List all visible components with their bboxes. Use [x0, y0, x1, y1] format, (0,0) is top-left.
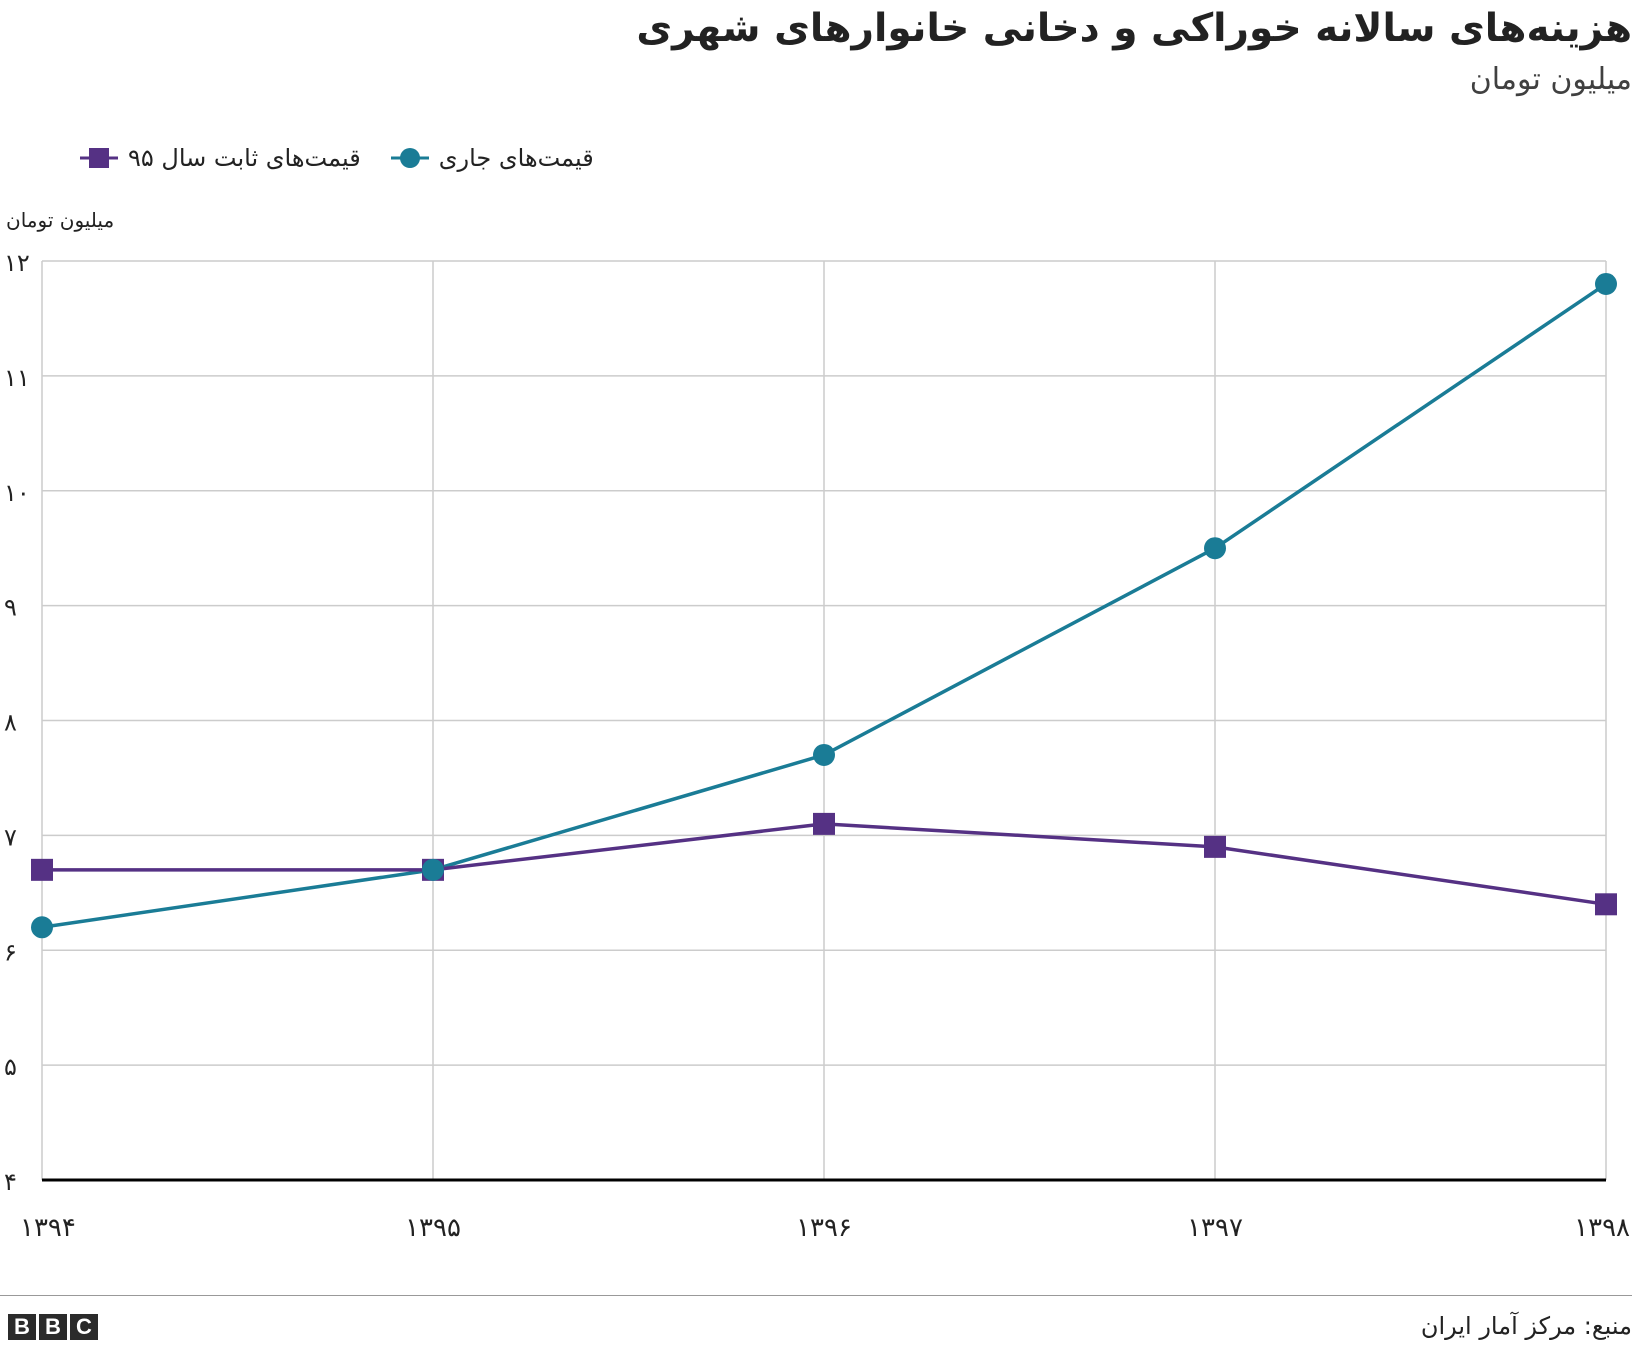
data-point-current [813, 743, 835, 766]
x-tick-label: ۱۳۹۴ [20, 1213, 76, 1243]
footer-divider [0, 1295, 1632, 1296]
legend-item-current: قیمت‌های جاری [390, 144, 594, 172]
data-point-current [422, 858, 444, 881]
source-note: منبع: مرکز آمار ایران [1420, 1312, 1632, 1340]
series-line-constant [42, 822, 1607, 907]
legend-circle-marker-icon [390, 148, 429, 168]
chart-title: هزینه‌های سالانه خوراکی و دخانی خانوارها… [636, 6, 1632, 51]
data-point-constant [31, 858, 53, 881]
y-tick-label: ۱۱ [4, 364, 30, 392]
data-point-constant [1595, 893, 1617, 916]
y-tick-label: ۴ [4, 1168, 17, 1196]
data-point-constant [813, 812, 835, 835]
data-point-current [1204, 537, 1226, 560]
x-tick-label: ۱۳۹۶ [796, 1213, 852, 1243]
x-tick-label: ۱۳۹۵ [405, 1213, 461, 1243]
y-tick-label: ۱۲ [4, 249, 30, 277]
x-tick-label: ۱۳۹۸ [1574, 1213, 1630, 1243]
chart-subtitle: میلیون تومان [1469, 62, 1632, 97]
data-point-constant [1204, 835, 1226, 858]
x-tick-label: ۱۳۹۷ [1187, 1213, 1243, 1243]
legend-label-current: قیمت‌های جاری [438, 144, 594, 172]
bbc-logo-letter: B [39, 1314, 67, 1340]
bbc-logo: B B C [8, 1314, 98, 1340]
bbc-logo-letter: C [70, 1314, 98, 1340]
y-tick-label: ۱۰ [4, 479, 30, 507]
y-tick-label: ۶ [4, 938, 17, 966]
bbc-logo-letter: B [8, 1314, 36, 1340]
legend-item-constant: قیمت‌های ثابت سال ۹۵ [80, 144, 361, 172]
y-tick-label: ۵ [4, 1053, 17, 1081]
y-tick-label: ۷ [4, 823, 17, 851]
series-line-current [41, 282, 1607, 930]
y-tick-label: ۹ [4, 594, 17, 622]
legend: قیمت‌های جاری قیمت‌های ثابت سال ۹۵ [80, 138, 594, 178]
data-point-constant [422, 858, 444, 881]
data-point-current [1595, 272, 1617, 295]
y-axis-label: میلیون تومان [6, 208, 114, 232]
legend-square-marker-icon [80, 148, 118, 168]
legend-label-constant: قیمت‌های ثابت سال ۹۵ [128, 144, 361, 172]
data-point-current [31, 916, 53, 939]
y-tick-label: ۸ [4, 709, 17, 737]
